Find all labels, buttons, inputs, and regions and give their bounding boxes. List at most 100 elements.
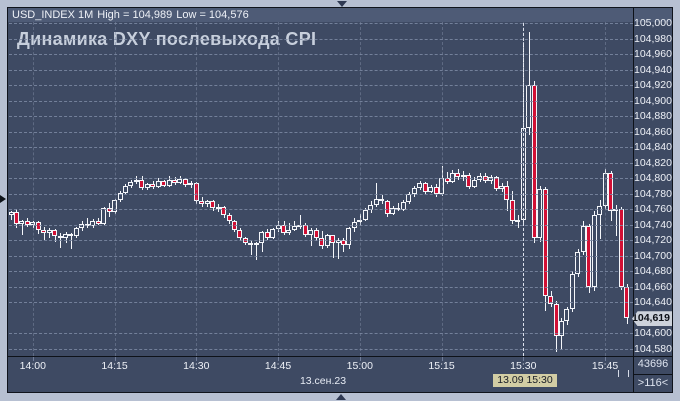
price-axis-label: 104,780: [634, 187, 672, 200]
candle-wick: [333, 234, 334, 258]
candle-up: [123, 185, 128, 193]
price-axis-label: 104,860: [634, 125, 672, 138]
time-gridline: [359, 22, 361, 356]
candle-wick: [251, 240, 252, 255]
scroll-up-arrow-icon[interactable]: [337, 1, 347, 7]
price-axis-label: 104,660: [634, 280, 672, 293]
candle-up: [145, 184, 150, 189]
price-gridline: [9, 224, 633, 226]
candle-up: [515, 219, 520, 222]
price-gridline: [9, 69, 633, 71]
price-gridline: [9, 162, 633, 164]
time-axis-tick: [196, 357, 198, 361]
candle-up: [374, 198, 379, 206]
price-axis-label: 104,600: [634, 327, 672, 339]
scroll-down-arrow-icon[interactable]: [336, 394, 346, 400]
time-axis-label: 15:15: [428, 360, 455, 372]
candle-down: [227, 215, 232, 222]
candle-wick: [87, 218, 88, 228]
price-axis-label: 104,680: [634, 265, 672, 277]
time-gridline: [278, 22, 280, 356]
time-axis-tick: [359, 357, 361, 361]
corner-value-top: 43696: [637, 358, 669, 370]
candle-down: [139, 180, 144, 189]
price-axis-label: 104,580: [634, 342, 672, 355]
corner-divider: [634, 374, 672, 375]
price-axis-label: 104,640: [634, 296, 672, 308]
event-line: [523, 23, 525, 356]
price-gridline: [9, 85, 633, 86]
candle-up: [477, 175, 482, 180]
corner-value-bottom: >116<: [637, 377, 669, 389]
time-gridline: [114, 22, 116, 356]
price-gridline: [9, 193, 633, 195]
time-gridline: [32, 22, 34, 356]
candle-up: [259, 232, 264, 244]
candle-wick: [616, 205, 617, 237]
candle-up: [461, 174, 466, 178]
candle-wick: [66, 232, 67, 244]
candle-up: [167, 179, 172, 186]
candle-down: [210, 201, 215, 209]
candle-down: [423, 183, 428, 192]
time-gridline: [441, 22, 443, 356]
candle-wick: [49, 228, 50, 238]
price-axis-label: 104,700: [634, 249, 672, 262]
price-axis-label: 104,980: [634, 32, 672, 45]
price-gridline: [9, 54, 633, 55]
candle-up: [9, 212, 14, 216]
candle-down: [183, 178, 188, 185]
candle-down: [385, 201, 390, 214]
candle-down: [330, 235, 335, 244]
candle-down: [265, 232, 270, 238]
candle-down: [608, 173, 613, 212]
price-axis-label: 104,800: [634, 172, 672, 184]
candle-down: [14, 212, 19, 225]
candle-up: [216, 206, 221, 209]
candle-up: [254, 243, 259, 246]
price-axis-label: 104,820: [634, 156, 672, 169]
time-axis-label: 15:30: [510, 360, 537, 372]
price-axis-label: 104,740: [634, 218, 672, 231]
candle-up: [559, 321, 564, 337]
time-axis-line: [8, 356, 672, 357]
candle-wick: [600, 200, 601, 240]
candle-wick: [398, 202, 399, 212]
high-label: High = 104,989: [97, 9, 173, 21]
price-axis-label: 104,900: [634, 94, 672, 107]
candle-wick: [529, 31, 530, 136]
candle-down: [543, 188, 548, 296]
candle-up: [346, 228, 351, 245]
candle-up: [47, 229, 52, 234]
candle-down: [52, 229, 57, 237]
candle-up: [270, 229, 275, 238]
price-gridline: [9, 131, 633, 133]
candle-down: [172, 179, 177, 184]
corner-info-cell: 43696 >116<: [634, 357, 672, 392]
low-label: Low = 104,576: [176, 9, 249, 21]
candle-down: [161, 181, 166, 186]
candle-down: [96, 220, 101, 224]
time-axis-tick: [605, 357, 607, 361]
candle-up: [472, 179, 477, 187]
candle-up: [488, 177, 493, 182]
candle-up: [112, 200, 117, 213]
price-gridline: [9, 38, 633, 40]
price-gridline: [9, 100, 633, 102]
candle-up: [597, 205, 602, 216]
candle-wick: [311, 227, 312, 247]
candle-up: [390, 208, 395, 214]
candle-wick: [11, 210, 12, 220]
candle-down: [379, 198, 384, 202]
candle-up: [499, 185, 504, 189]
price-axis-label: 104,720: [634, 234, 672, 246]
left-price-marker-icon: [0, 194, 6, 203]
candle-up: [308, 229, 313, 235]
candle-down: [199, 201, 204, 205]
candle-up: [74, 228, 79, 237]
candle-wick: [343, 237, 344, 253]
price-gridline: [9, 302, 633, 303]
candle-down: [58, 236, 63, 239]
time-axis-label: 15:45: [591, 360, 619, 372]
price-gridline: [9, 209, 633, 210]
